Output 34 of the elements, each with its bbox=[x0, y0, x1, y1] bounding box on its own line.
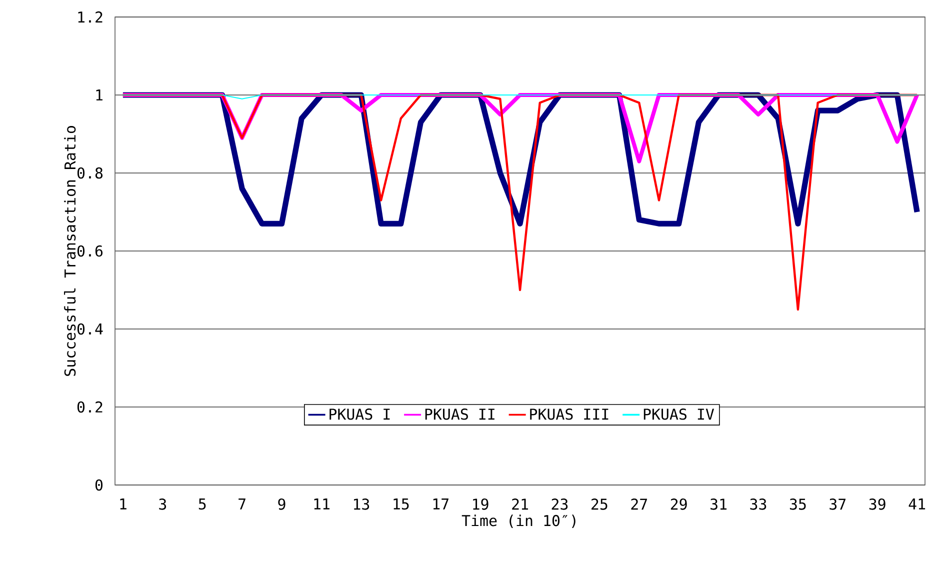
x-tick-label: 19 bbox=[473, 498, 488, 510]
x-tick-label: 11 bbox=[314, 498, 330, 510]
y-tick-label: 0.4 bbox=[77, 323, 103, 335]
x-tick-label: 5 bbox=[198, 498, 206, 510]
y-tick-label: 1.2 bbox=[78, 11, 102, 23]
x-tick-label: 9 bbox=[278, 498, 286, 510]
x-tick-label: 3 bbox=[159, 498, 166, 510]
x-tick-label: 13 bbox=[354, 498, 370, 510]
y-tick-label: 0.2 bbox=[77, 401, 102, 413]
x-tick-label: 15 bbox=[394, 498, 409, 510]
y-tick-label: 1 bbox=[96, 90, 102, 100]
x-axis-title: Time (in 10″) bbox=[462, 514, 576, 528]
legend-label: PKUAS II bbox=[425, 408, 494, 420]
y-tick-label: 0 bbox=[95, 479, 103, 491]
x-tick-label: 35 bbox=[790, 498, 806, 510]
x-tick-label: 23 bbox=[552, 498, 568, 510]
x-tick-label: 33 bbox=[750, 498, 766, 510]
x-tick-label: 29 bbox=[670, 498, 687, 510]
legend-label: PKUAS III bbox=[530, 408, 608, 420]
legend-label: PKUAS IV bbox=[644, 408, 714, 420]
y-tick-label: 0.6 bbox=[77, 245, 103, 257]
y-axis-title: Successful Transaction Ratio bbox=[64, 126, 76, 376]
x-tick-label: 41 bbox=[908, 498, 926, 510]
x-tick-label: 37 bbox=[830, 498, 846, 510]
x-tick-label: 27 bbox=[631, 498, 647, 510]
x-tick-label: 39 bbox=[869, 498, 886, 510]
x-tick-label: 25 bbox=[592, 498, 608, 510]
y-tick-label: 0.8 bbox=[77, 167, 103, 179]
x-tick-label: 7 bbox=[238, 498, 246, 510]
x-tick-label: 31 bbox=[710, 498, 727, 510]
legend-label: PKUAS I bbox=[330, 408, 390, 420]
x-tick-label: 21 bbox=[512, 498, 528, 510]
x-tick-label: 17 bbox=[433, 498, 448, 510]
x-tick-label: 1 bbox=[120, 498, 126, 510]
